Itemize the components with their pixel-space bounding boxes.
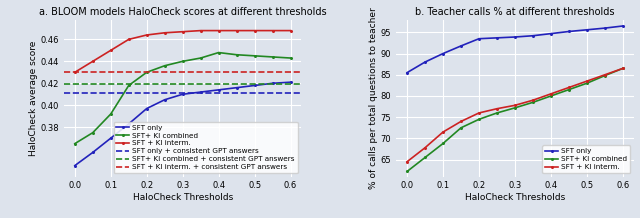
Line: SFT only: SFT only bbox=[74, 81, 291, 166]
SFT only bbox=[125, 123, 132, 125]
SFT+ KI combined bbox=[215, 51, 223, 54]
SFT only bbox=[619, 25, 627, 27]
SFT only bbox=[403, 71, 411, 74]
SFT only bbox=[107, 137, 115, 140]
Line: SFT + KI interm.: SFT + KI interm. bbox=[74, 30, 291, 73]
SFT+ KI combined bbox=[287, 57, 294, 59]
SFT only bbox=[457, 45, 465, 47]
SFT+ KI combined bbox=[511, 107, 519, 109]
SFT+ KI combined bbox=[403, 170, 411, 173]
SFT only bbox=[439, 52, 447, 55]
SFT only bbox=[179, 93, 186, 95]
SFT + KI interm. bbox=[439, 131, 447, 133]
SFT+ KI combined bbox=[143, 71, 150, 74]
SFT + KI interm. bbox=[601, 73, 609, 76]
SFT + KI interm. bbox=[403, 160, 411, 163]
Legend: SFT only, SFT+ KI combined, SFT + KI interm.: SFT only, SFT+ KI combined, SFT + KI int… bbox=[542, 145, 630, 173]
SFT+ KI combined bbox=[107, 113, 115, 115]
SFT only bbox=[493, 37, 500, 39]
SFT only bbox=[89, 151, 97, 154]
SFT + KI interm. bbox=[179, 30, 186, 33]
SFT+ KI combined bbox=[269, 56, 276, 58]
SFT only bbox=[583, 29, 591, 31]
SFT+ KI combined bbox=[161, 64, 168, 67]
Legend: SFT only, SFT+ KI combined, SFT + KI interm., SFT only + consistent GPT answers,: SFT only, SFT+ KI combined, SFT + KI int… bbox=[113, 122, 298, 173]
SFT only bbox=[565, 30, 573, 33]
SFT + KI interm. bbox=[529, 99, 537, 102]
SFT only bbox=[511, 36, 519, 38]
SFT + KI interm. bbox=[143, 34, 150, 36]
SFT + KI interm. bbox=[215, 29, 223, 32]
SFT+ KI combined bbox=[251, 54, 259, 57]
SFT + KI interm. bbox=[287, 29, 294, 32]
Title: a. BLOOM models HaloCheck scores at different thresholds: a. BLOOM models HaloCheck scores at diff… bbox=[39, 7, 326, 17]
X-axis label: HaloCheck Thresholds: HaloCheck Thresholds bbox=[132, 193, 233, 202]
SFT + KI interm. bbox=[583, 80, 591, 82]
SFT + KI interm. bbox=[511, 104, 519, 107]
SFT only bbox=[269, 82, 276, 85]
SFT+ KI combined bbox=[439, 142, 447, 145]
SFT only bbox=[233, 86, 241, 89]
SFT only bbox=[71, 164, 79, 167]
SFT+ KI combined bbox=[421, 156, 429, 159]
SFT + KI interm. bbox=[107, 49, 115, 52]
SFT+ KI combined bbox=[547, 95, 555, 97]
SFT+ KI combined bbox=[493, 112, 500, 114]
SFT only bbox=[161, 99, 168, 101]
Title: b. Teacher calls % at different thresholds: b. Teacher calls % at different threshol… bbox=[415, 7, 614, 17]
SFT+ KI combined bbox=[89, 131, 97, 134]
Line: SFT+ KI combined: SFT+ KI combined bbox=[406, 68, 623, 172]
SFT + KI interm. bbox=[251, 29, 259, 32]
SFT + KI interm. bbox=[457, 120, 465, 123]
SFT + KI interm. bbox=[565, 86, 573, 89]
SFT + KI interm. bbox=[89, 60, 97, 63]
SFT+ KI combined bbox=[565, 88, 573, 91]
SFT+ KI combined bbox=[457, 126, 465, 129]
SFT+ KI combined bbox=[71, 142, 79, 145]
SFT only bbox=[287, 81, 294, 83]
SFT only bbox=[475, 37, 483, 40]
SFT only bbox=[601, 27, 609, 29]
SFT only bbox=[215, 89, 223, 91]
Y-axis label: % of calls per total questions to teacher: % of calls per total questions to teache… bbox=[369, 7, 378, 189]
SFT+ KI combined bbox=[197, 57, 205, 59]
SFT only bbox=[547, 32, 555, 35]
X-axis label: HaloCheck Thresholds: HaloCheck Thresholds bbox=[465, 193, 565, 202]
SFT only bbox=[421, 61, 429, 63]
SFT + KI interm. bbox=[421, 146, 429, 149]
SFT + KI interm. bbox=[161, 31, 168, 34]
SFT+ KI combined bbox=[179, 60, 186, 63]
SFT only bbox=[143, 107, 150, 110]
SFT+ KI combined bbox=[529, 101, 537, 104]
Line: SFT + KI interm.: SFT + KI interm. bbox=[406, 68, 623, 163]
SFT+ KI combined bbox=[125, 84, 132, 87]
SFT+ KI combined bbox=[619, 67, 627, 70]
Line: SFT only: SFT only bbox=[406, 25, 623, 73]
SFT + KI interm. bbox=[197, 29, 205, 32]
SFT + KI interm. bbox=[547, 93, 555, 95]
SFT + KI interm. bbox=[125, 38, 132, 41]
SFT+ KI combined bbox=[475, 118, 483, 121]
Y-axis label: HaloCheck average score: HaloCheck average score bbox=[29, 40, 38, 156]
SFT only bbox=[529, 34, 537, 37]
SFT+ KI combined bbox=[233, 53, 241, 56]
SFT + KI interm. bbox=[233, 29, 241, 32]
SFT+ KI combined bbox=[601, 74, 609, 77]
SFT+ KI combined bbox=[583, 82, 591, 85]
SFT only bbox=[251, 84, 259, 87]
Line: SFT+ KI combined: SFT+ KI combined bbox=[74, 52, 291, 145]
SFT + KI interm. bbox=[71, 71, 79, 74]
SFT + KI interm. bbox=[475, 112, 483, 114]
SFT + KI interm. bbox=[619, 67, 627, 70]
SFT + KI interm. bbox=[493, 107, 500, 110]
SFT only bbox=[197, 91, 205, 93]
SFT + KI interm. bbox=[269, 29, 276, 32]
